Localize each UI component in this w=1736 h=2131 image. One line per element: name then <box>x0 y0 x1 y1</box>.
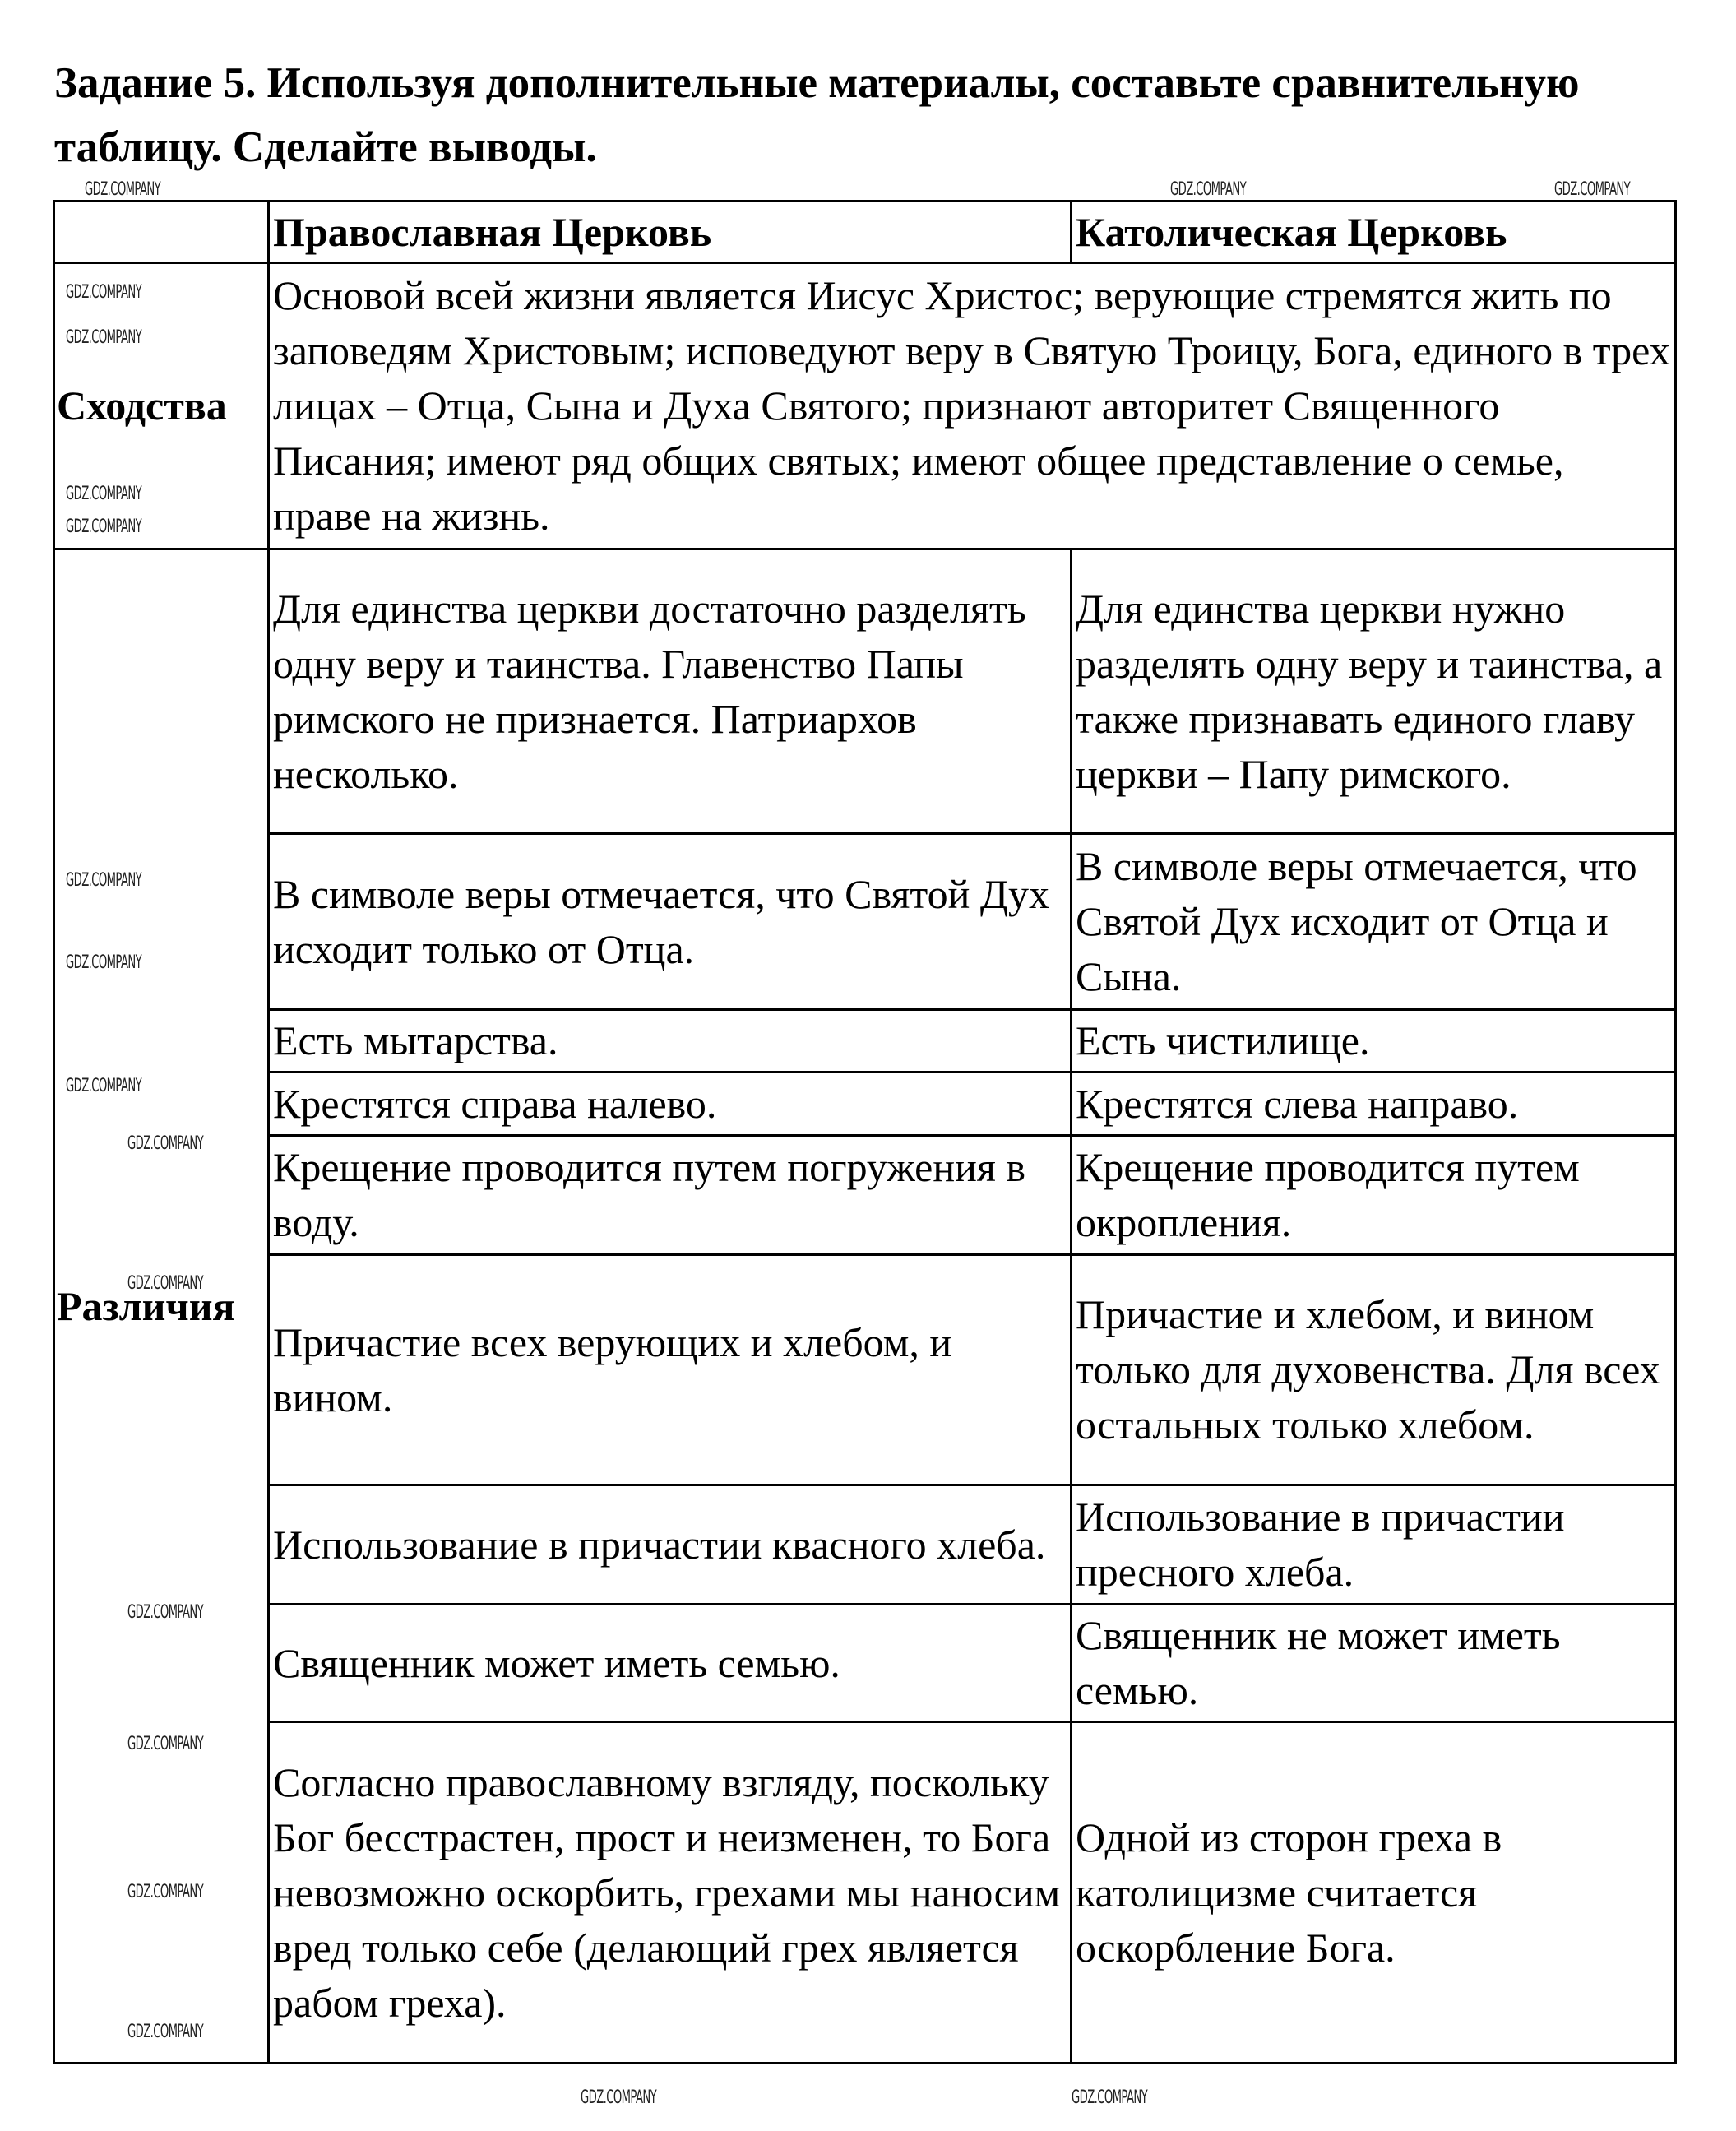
difference-row: Крещение проводится путем погружения в в… <box>54 1134 1677 1256</box>
orthodox-cell: Священник может иметь семью. <box>267 1603 1072 1723</box>
watermark: GDZ.COMPANY <box>66 282 142 303</box>
header-empty <box>53 200 270 264</box>
difference-row: Есть мытарства. Есть чистилище. <box>54 1008 1677 1073</box>
orthodox-cell: Есть мытарства. <box>267 1008 1072 1073</box>
orthodox-cell: В символе веры отмечается, что Святой Ду… <box>267 832 1072 1011</box>
watermark: GDZ.COMPANY <box>1072 2087 1148 2108</box>
header-catholic: Католическая Церковь <box>1070 200 1677 264</box>
similarities-text: Основой всей жизни является Иисус Христо… <box>267 262 1677 550</box>
difference-row: Причастие всех верующих и хлебом, и вино… <box>54 1253 1677 1486</box>
header-orthodox: Православная Церковь <box>267 200 1072 264</box>
orthodox-cell: Причастие всех верующих и хлебом, и вино… <box>267 1253 1072 1486</box>
catholic-cell: В символе веры отмечается, что Святой Ду… <box>1070 832 1677 1011</box>
watermark: GDZ.COMPANY <box>66 870 142 891</box>
watermark: GDZ.COMPANY <box>66 327 142 348</box>
difference-row: Священник может иметь семью. Священник н… <box>54 1603 1677 1723</box>
catholic-cell: Причастие и хлебом, и вином только для д… <box>1070 1253 1677 1486</box>
catholic-cell: Крестятся слева направо. <box>1070 1071 1677 1137</box>
watermark: GDZ.COMPANY <box>66 952 142 973</box>
similarities-row: Сходства Основой всей жизни является Иис… <box>53 262 1677 550</box>
watermark: GDZ.COMPANY <box>66 1076 142 1096</box>
catholic-cell: Есть чистилище. <box>1070 1008 1677 1073</box>
watermark: GDZ.COMPANY <box>1170 179 1247 200</box>
difference-row: В символе веры отмечается, что Святой Ду… <box>54 832 1677 1011</box>
task-title: Задание 5. Используя дополнительные мате… <box>54 59 1580 171</box>
orthodox-cell: Крестятся справа налево. <box>267 1071 1072 1137</box>
watermark: GDZ.COMPANY <box>581 2087 657 2108</box>
catholic-cell: Для единства церкви нужно разделять одну… <box>1070 548 1677 835</box>
watermark: GDZ.COMPANY <box>85 179 161 200</box>
catholic-cell: Крещение проводится путем окропления. <box>1070 1134 1677 1256</box>
watermark: GDZ.COMPANY <box>127 1734 204 1754</box>
watermark: GDZ.COMPANY <box>127 1133 204 1154</box>
orthodox-cell: Крещение проводится путем погружения в в… <box>267 1134 1072 1256</box>
watermark: GDZ.COMPANY <box>66 484 142 504</box>
catholic-cell: Одной из сторон греха в католицизме счит… <box>1070 1721 1677 2064</box>
difference-row: Использование в причастии квасного хлеба… <box>54 1484 1677 1605</box>
watermark: GDZ.COMPANY <box>127 2022 204 2042</box>
orthodox-cell: Для единства церкви достаточно разделять… <box>267 548 1072 835</box>
similarities-label: Сходства <box>53 262 270 550</box>
differences-label: Различия <box>53 548 270 2064</box>
orthodox-cell: Согласно православному взгляду, поскольк… <box>267 1721 1072 2064</box>
watermark: GDZ.COMPANY <box>127 1602 204 1623</box>
difference-row: Различия Для единства церкви достаточно … <box>53 548 1677 2064</box>
watermark: GDZ.COMPANY <box>1554 179 1631 200</box>
watermark: GDZ.COMPANY <box>66 517 142 537</box>
orthodox-cell: Использование в причастии квасного хлеба… <box>267 1484 1072 1605</box>
watermark: GDZ.COMPANY <box>127 1273 204 1294</box>
difference-row: Согласно православному взгляду, поскольк… <box>54 1721 1677 2064</box>
catholic-cell: Священник не может иметь семью. <box>1070 1603 1677 1723</box>
difference-row: Крестятся справа налево. Крестятся слева… <box>54 1071 1677 1137</box>
header-row: Православная Церковь Католическая Церков… <box>53 200 1677 264</box>
watermark: GDZ.COMPANY <box>127 1882 204 1902</box>
catholic-cell: Использование в причастии пресного хлеба… <box>1070 1484 1677 1605</box>
comparison-table: Православная Церковь Католическая Церков… <box>53 200 1677 2064</box>
